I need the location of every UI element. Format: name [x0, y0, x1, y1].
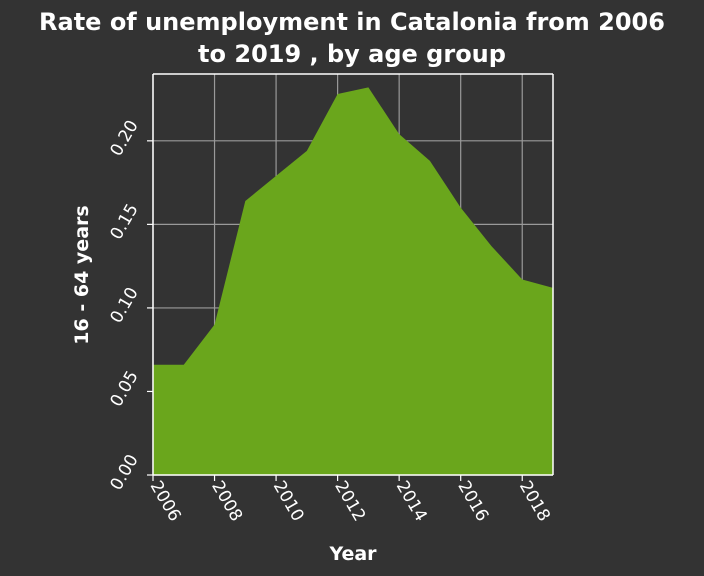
y-tick-label: 0.05 — [107, 368, 143, 411]
area-series — [152, 87, 554, 475]
x-tick-label: 2006 — [146, 478, 185, 525]
area-fill — [153, 87, 553, 475]
x-tick-label: 2014 — [392, 478, 431, 525]
y-tick-label: 0.15 — [107, 200, 143, 243]
x-tick-label: 2016 — [453, 478, 492, 525]
x-axis-title: Year — [328, 543, 377, 565]
x-tick-label: 2010 — [269, 478, 308, 525]
y-tick-label: 0.20 — [107, 117, 143, 160]
y-axis-title: 16 - 64 years — [71, 205, 93, 344]
y-tick-label: 0.10 — [107, 284, 143, 327]
y-tick-label: 0.00 — [107, 451, 143, 494]
x-tick-label: 2018 — [515, 478, 554, 525]
chart-title-line-1: Rate of unemployment in Catalonia from 2… — [39, 8, 665, 36]
chart-title-line-2: to 2019 , by age group — [198, 40, 506, 68]
x-tick-label: 2008 — [207, 478, 246, 525]
x-tick-label: 2012 — [330, 478, 369, 525]
